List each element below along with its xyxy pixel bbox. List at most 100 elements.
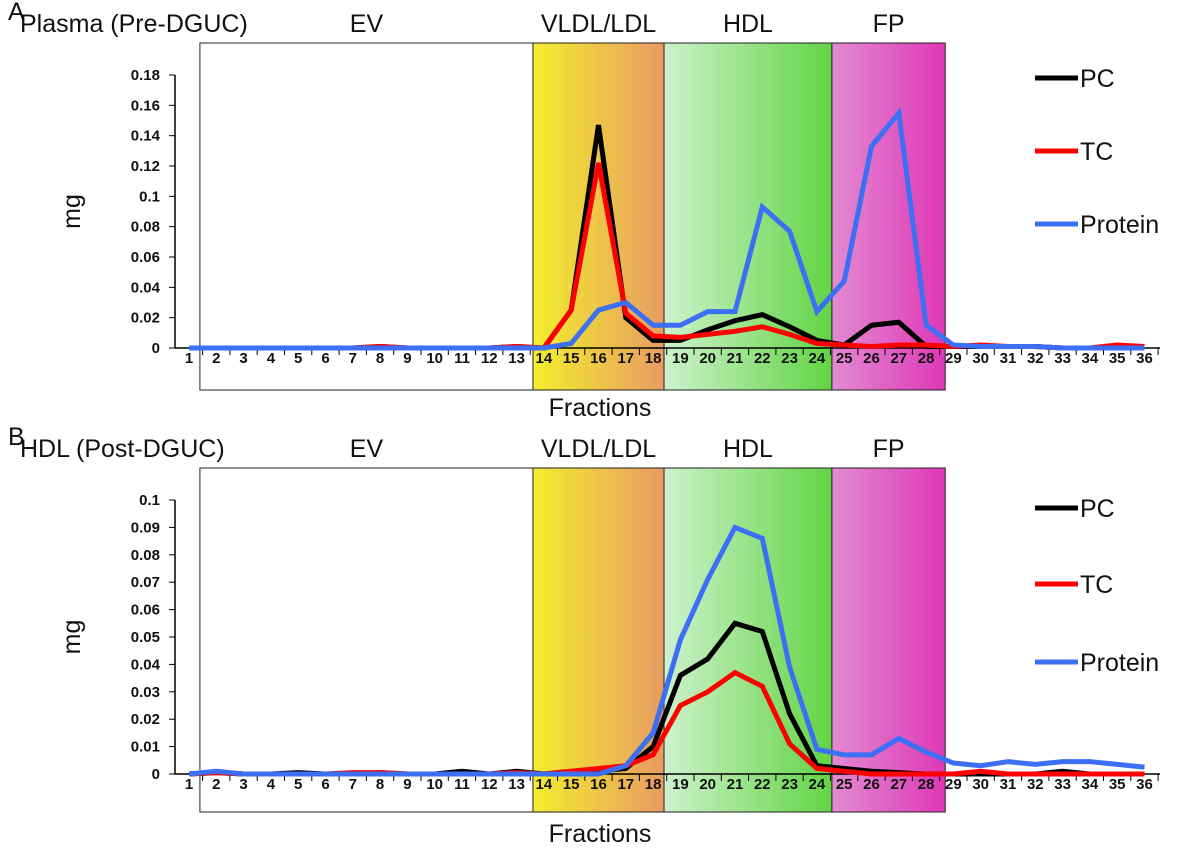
x-tick-label: 10	[426, 776, 443, 793]
x-tick-label: 31	[1000, 776, 1017, 793]
legend-label: PC	[1080, 495, 1115, 523]
x-tick-label: 35	[1109, 350, 1126, 367]
x-tick-label: 34	[1082, 350, 1099, 367]
y-tick-label: 0.04	[131, 656, 161, 673]
x-tick-label: 19	[672, 776, 689, 793]
x-tick-label: 26	[863, 350, 880, 367]
x-axis-label: Fractions	[549, 394, 652, 422]
y-tick-label: 0.03	[131, 684, 160, 701]
x-tick-label: 1	[185, 350, 193, 367]
region-fp	[831, 467, 946, 813]
x-tick-label: 4	[267, 350, 276, 367]
x-tick-label: 27	[890, 350, 907, 367]
panel-letter: B	[8, 423, 25, 451]
x-tick-label: 20	[699, 350, 716, 367]
x-tick-label: 16	[590, 776, 607, 793]
x-tick-label: 3	[239, 350, 247, 367]
y-tick-label: 0.05	[131, 629, 160, 646]
y-axis-label: mg	[58, 194, 86, 229]
region-label: HDL	[723, 10, 773, 38]
y-tick-label: 0.1	[139, 492, 160, 509]
x-tick-label: 13	[508, 350, 525, 367]
region-ev	[199, 467, 534, 813]
y-tick-label: 0	[152, 340, 160, 357]
legend-label: TC	[1080, 138, 1113, 166]
x-tick-label: 24	[809, 350, 826, 367]
x-tick-label: 17	[617, 776, 634, 793]
region-label: VLDL/LDL	[541, 435, 656, 463]
x-tick-label: 6	[321, 776, 329, 793]
x-tick-label: 19	[672, 350, 689, 367]
y-tick-label: 0.18	[131, 67, 160, 84]
x-tick-label: 7	[349, 776, 357, 793]
region-ev	[199, 42, 534, 391]
x-tick-label: 34	[1082, 776, 1099, 793]
x-tick-label: 13	[508, 776, 525, 793]
x-tick-label: 22	[754, 776, 771, 793]
x-tick-label: 5	[294, 350, 302, 367]
x-tick-label: 32	[1027, 776, 1044, 793]
x-tick-label: 24	[809, 776, 826, 793]
x-tick-label: 9	[403, 776, 411, 793]
y-tick-label: 0.07	[131, 574, 160, 591]
y-tick-label: 0.01	[131, 739, 160, 756]
x-tick-label: 21	[727, 350, 744, 367]
region-label: HDL	[723, 435, 773, 463]
x-tick-label: 23	[781, 350, 798, 367]
x-tick-label: 2	[212, 350, 220, 367]
x-tick-label: 25	[836, 776, 853, 793]
y-tick-label: 0.06	[131, 602, 160, 619]
x-tick-label: 28	[918, 776, 935, 793]
y-tick-label: 0.09	[131, 519, 160, 536]
x-tick-label: 9	[403, 350, 411, 367]
region-fp	[831, 42, 946, 391]
x-tick-label: 16	[590, 350, 607, 367]
y-tick-label: 0.14	[131, 128, 161, 145]
series-line-protein	[189, 106, 1145, 351]
y-tick-label: 0.02	[131, 711, 160, 728]
x-tick-label: 21	[727, 776, 744, 793]
x-tick-label: 31	[1000, 350, 1017, 367]
region-label: EV	[350, 435, 384, 463]
x-tick-label: 17	[617, 350, 634, 367]
x-tick-label: 23	[781, 776, 798, 793]
x-tick-label: 7	[349, 350, 357, 367]
region-label: FP	[873, 435, 905, 463]
y-tick-label: 0	[152, 766, 160, 783]
y-tick-label: 0.1	[139, 188, 160, 205]
x-tick-label: 29	[945, 776, 962, 793]
x-tick-label: 33	[1054, 350, 1071, 367]
y-tick-label: 0.02	[131, 310, 160, 327]
y-tick-label: 0.08	[131, 219, 160, 236]
x-tick-label: 28	[918, 350, 935, 367]
x-tick-label: 15	[563, 350, 580, 367]
y-tick-label: 0.04	[131, 279, 161, 296]
x-tick-label: 14	[536, 776, 553, 793]
x-tick-label: 3	[239, 776, 247, 793]
x-tick-label: 30	[972, 350, 989, 367]
x-tick-label: 25	[836, 350, 853, 367]
y-tick-label: 0.08	[131, 547, 160, 564]
x-tick-label: 14	[536, 350, 553, 367]
x-tick-label: 18	[645, 776, 662, 793]
legend-label: Protein	[1080, 211, 1159, 239]
x-tick-label: 12	[481, 350, 498, 367]
y-tick-label: 0.16	[131, 97, 160, 114]
x-tick-label: 22	[754, 350, 771, 367]
x-tick-label: 8	[376, 776, 384, 793]
legend-label: Protein	[1080, 649, 1159, 677]
legend-label: TC	[1080, 571, 1113, 599]
x-tick-label: 36	[1136, 776, 1153, 793]
y-axis-label: mg	[58, 620, 86, 655]
x-tick-label: 2	[212, 776, 220, 793]
panel-title: HDL (Post-DGUC)	[20, 435, 225, 463]
x-tick-label: 8	[376, 350, 384, 367]
x-tick-label: 26	[863, 776, 880, 793]
x-tick-label: 10	[426, 350, 443, 367]
x-tick-label: 27	[890, 776, 907, 793]
x-tick-label: 32	[1027, 350, 1044, 367]
panel-title: Plasma (Pre-DGUC)	[20, 10, 248, 38]
x-tick-label: 11	[454, 350, 470, 367]
